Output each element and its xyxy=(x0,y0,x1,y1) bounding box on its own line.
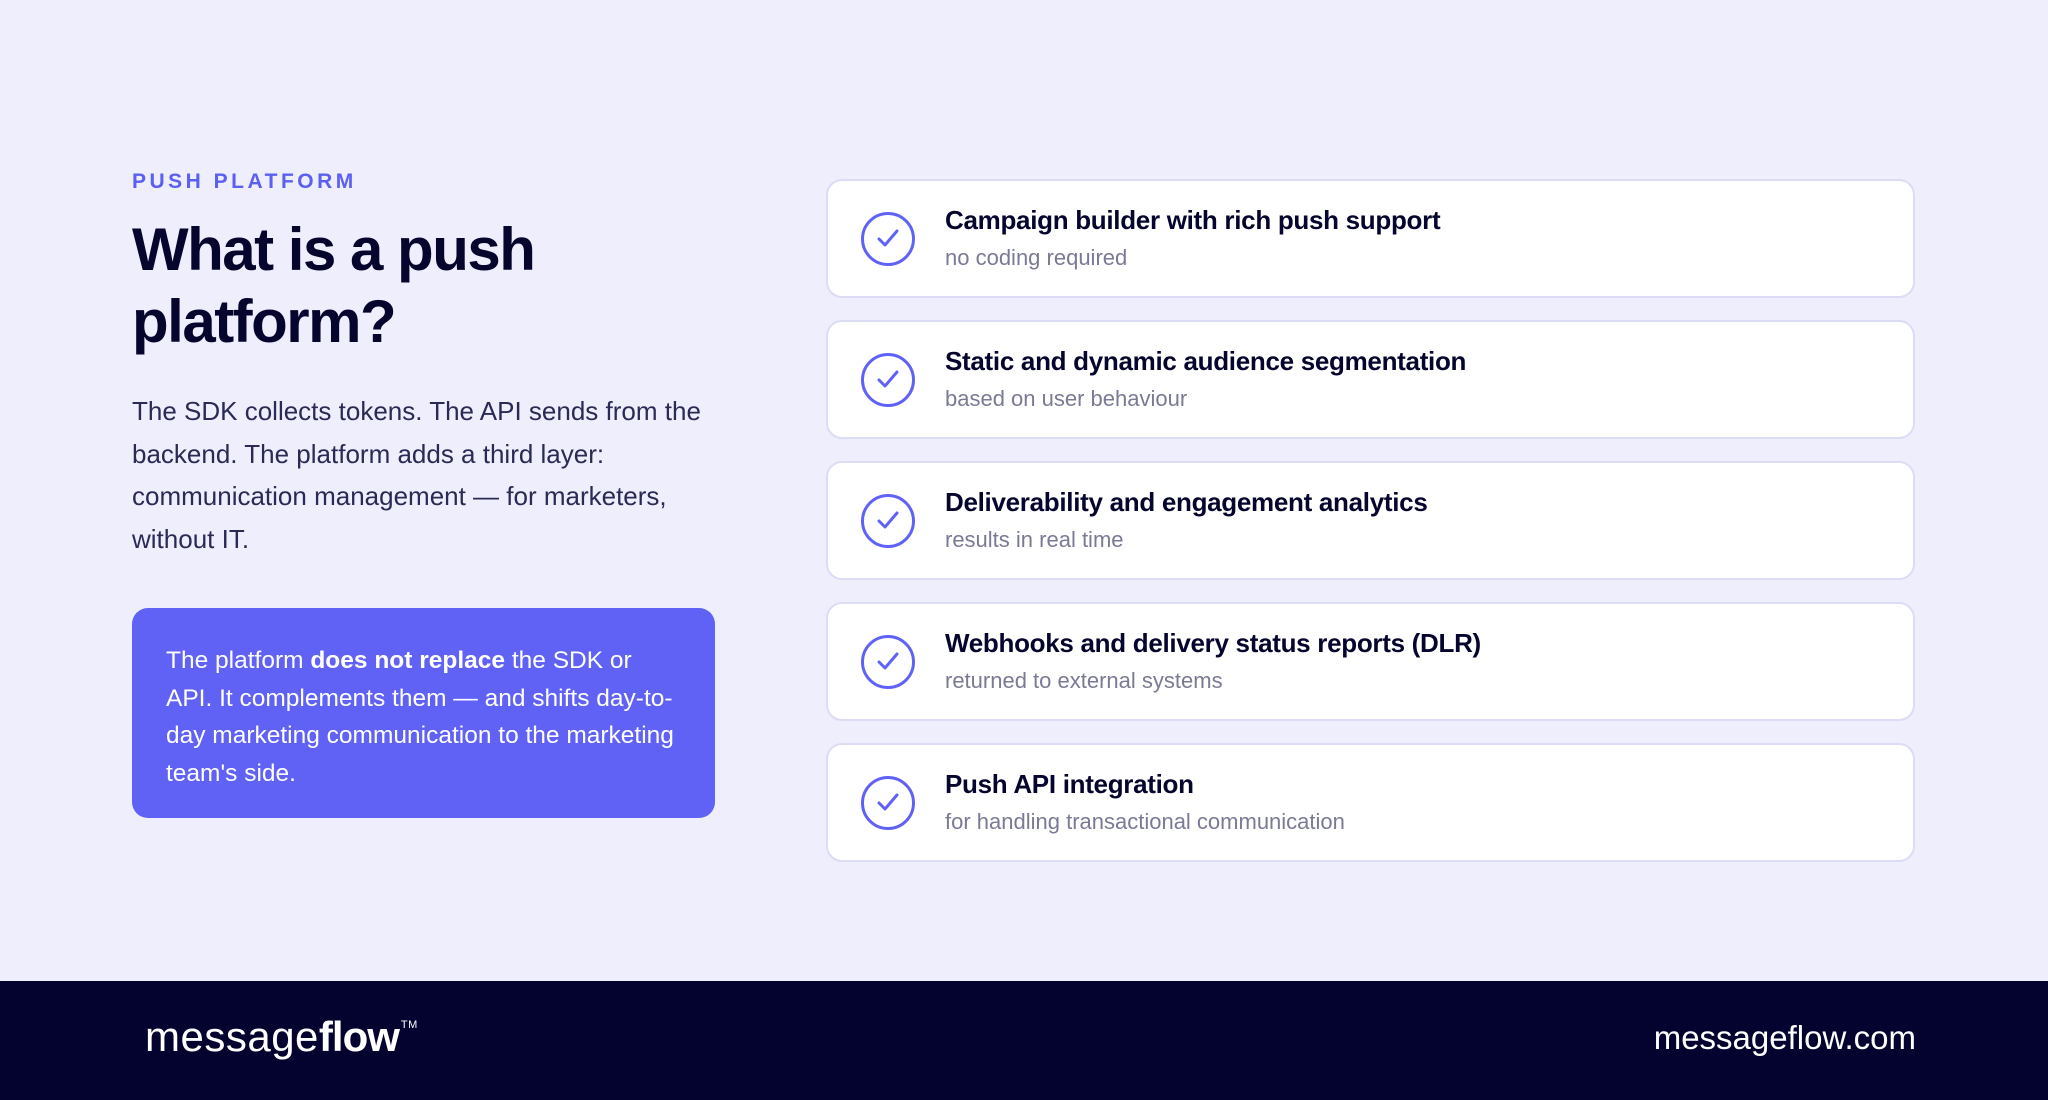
check-circle-icon xyxy=(861,353,915,407)
feature-subtitle: no coding required xyxy=(945,245,1128,270)
check-circle-icon xyxy=(861,212,915,266)
feature-title: Webhooks and delivery status reports (DL… xyxy=(945,628,1481,658)
feature-title: Deliverability and engagement analytics xyxy=(945,487,1428,517)
check-circle-icon xyxy=(861,635,915,689)
feature-subtitle: based on user behaviour xyxy=(945,386,1188,411)
feature-subtitle: for handling transactional communication xyxy=(945,809,1345,834)
feature-title: Campaign builder with rich push support xyxy=(945,205,1441,235)
callout-text-bold: does not replace xyxy=(310,647,506,674)
footer: messageflow TM messageflow.com xyxy=(0,981,2048,1100)
callout-text-before: The platform xyxy=(166,647,311,674)
eyebrow-label: PUSH PLATFORM xyxy=(132,170,357,193)
feature-card: Campaign builder with rich push support … xyxy=(826,179,1915,298)
feature-title: Push API integration xyxy=(945,769,1194,799)
lead-paragraph: The SDK collects tokens. The API sends f… xyxy=(132,396,701,554)
feature-card: Deliverability and engagement analytics … xyxy=(826,461,1915,580)
feature-card: Static and dynamic audience segmentation… xyxy=(826,320,1915,439)
feature-title: Static and dynamic audience segmentation xyxy=(945,346,1467,376)
messageflow-logo: messageflow TM xyxy=(145,1013,418,1060)
feature-subtitle: results in real time xyxy=(945,527,1124,552)
page-title: What is a push platform? xyxy=(132,216,536,355)
feature-card: Push API integration for handling transa… xyxy=(826,743,1915,862)
check-circle-icon xyxy=(861,494,915,548)
feature-list: Campaign builder with rich push support … xyxy=(826,179,1915,884)
check-circle-icon xyxy=(861,776,915,830)
feature-subtitle: returned to external systems xyxy=(945,668,1223,693)
callout-text-after: the SDK or API. It complements them — an… xyxy=(166,647,674,787)
callout-box: The platform does not replace the SDK or… xyxy=(132,608,715,818)
website-link[interactable]: messageflow.com xyxy=(1653,1019,1916,1056)
feature-card: Webhooks and delivery status reports (DL… xyxy=(826,602,1915,721)
